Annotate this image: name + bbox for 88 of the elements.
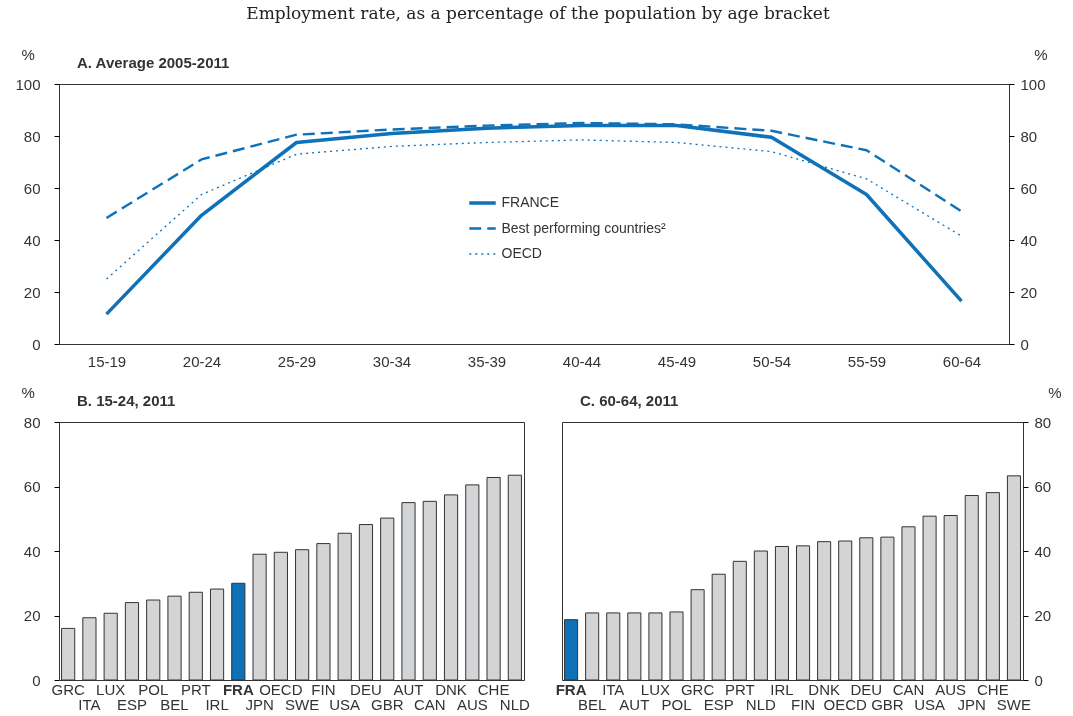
line-series — [104, 123, 964, 316]
y-tick-label: 100 — [15, 75, 41, 93]
y2-axis-title: % — [1034, 45, 1048, 63]
x-tick-label: GBR — [370, 695, 404, 713]
x-tick-label: 15-19 — [87, 352, 127, 370]
x-tick-label: 60-64 — [942, 352, 982, 370]
x-tick-label: 25-29 — [277, 352, 317, 370]
x-tick-label: 30-34 — [372, 352, 412, 370]
x-tick-label: FRA — [222, 680, 254, 698]
y-tick-label: 0 — [32, 335, 41, 353]
x-tick-label: FRA — [555, 680, 587, 698]
y-tick-label: 80 — [23, 127, 41, 145]
x-tick-label: PRT — [180, 680, 211, 698]
y2-tick-label: 100 — [1020, 75, 1046, 93]
x-tick-label: OECD — [823, 695, 868, 713]
y-tick-label: 40 — [23, 542, 41, 560]
x-tick-label: SWE — [996, 695, 1032, 713]
y-tick-label: 80 — [23, 413, 41, 431]
x-tick-label: 40-44 — [562, 352, 602, 370]
x-tick-label: 50-54 — [752, 352, 792, 370]
x-tick-label: ITA — [602, 680, 625, 698]
x-tick-label: FIN — [311, 680, 336, 698]
x-tick-label: 35-39 — [467, 352, 507, 370]
x-tick-label: SWE — [285, 695, 320, 713]
x-tick-label: USA — [914, 695, 945, 713]
x-tick-label: DEU — [850, 680, 883, 698]
x-tick-label: DNK — [808, 680, 840, 698]
chart-title: A. Average 2005-2011 — [77, 54, 230, 71]
x-tick-label: LUX — [640, 680, 671, 698]
y2-tick-label: 0 — [1034, 671, 1043, 689]
y2-tick-label: 20 — [1034, 607, 1052, 624]
x-tick-label: ITA — [78, 695, 101, 713]
x-tick-label: CHE — [977, 680, 1009, 698]
chart-subtitle: Employment rate, as a percentage of the population by age bracket — [246, 2, 830, 23]
y2-tick-label: 40 — [1020, 231, 1038, 249]
x-tick-label: DNK — [435, 680, 467, 698]
x-tick-label: USA — [329, 695, 361, 713]
x-tick-label: GRC — [680, 680, 715, 698]
x-tick-label: GRC — [51, 680, 85, 698]
x-tick-label: OECD — [259, 680, 303, 698]
x-tick-label: GBR — [871, 695, 904, 713]
x-tick-label: PRT — [724, 680, 755, 698]
y-tick-label: 40 — [23, 231, 41, 249]
x-tick-label: JPN — [245, 695, 274, 713]
y2-axis-title: % — [1048, 383, 1062, 401]
x-tick-label: IRL — [205, 695, 229, 713]
x-tick-label: NLD — [745, 695, 777, 713]
y-tick-label: 20 — [23, 607, 41, 624]
chart-title: C. 60-64, 2011 — [580, 392, 679, 409]
x-tick-label: 55-59 — [847, 352, 887, 370]
x-tick-label: AUT — [619, 695, 650, 713]
y-tick-label: 0 — [32, 671, 41, 689]
x-tick-label: 20-24 — [182, 352, 222, 370]
x-tick-label: ESP — [116, 695, 147, 713]
y2-tick-label: 0 — [1020, 335, 1029, 353]
y2-tick-label: 60 — [1020, 179, 1038, 197]
x-tick-label: FIN — [790, 695, 816, 713]
legend-label: OECD — [501, 245, 542, 261]
y2-tick-label: 80 — [1020, 127, 1038, 145]
legend-label: FRANCE — [501, 194, 560, 210]
x-tick-label: AUS — [935, 680, 967, 698]
y2-tick-label: 20 — [1020, 283, 1038, 301]
x-tick-label: DEU — [350, 680, 382, 698]
x-tick-label: BEL — [160, 695, 189, 713]
chart-title: B. 15-24, 2011 — [77, 392, 176, 409]
x-tick-label: LUX — [96, 680, 126, 698]
x-tick-label: AUS — [456, 695, 488, 713]
x-tick-label: IRL — [770, 680, 794, 698]
y-tick-label: 60 — [23, 179, 41, 197]
y2-tick-label: 80 — [1034, 413, 1052, 431]
x-tick-label: JPN — [957, 695, 986, 713]
x-tick-label: CHE — [477, 680, 510, 698]
y2-tick-label: 40 — [1034, 542, 1052, 560]
y-tick-label: 20 — [23, 283, 41, 301]
x-tick-label: CAN — [413, 695, 446, 713]
x-tick-label: AUT — [393, 680, 424, 698]
x-tick-label: ESP — [703, 695, 734, 713]
y2-tick-label: 60 — [1034, 478, 1052, 495]
y-axis-title: % — [21, 383, 35, 401]
y-tick-label: 60 — [23, 478, 41, 495]
x-tick-label: 45-49 — [657, 352, 697, 370]
x-tick-label: BEL — [577, 695, 607, 713]
x-tick-label: CAN — [892, 680, 925, 698]
y-axis-title: % — [21, 45, 35, 63]
x-tick-label: POL — [661, 695, 692, 713]
legend-label: Best performing countries² — [501, 219, 667, 236]
x-tick-label: POL — [138, 680, 169, 698]
x-tick-label: NLD — [499, 695, 531, 713]
